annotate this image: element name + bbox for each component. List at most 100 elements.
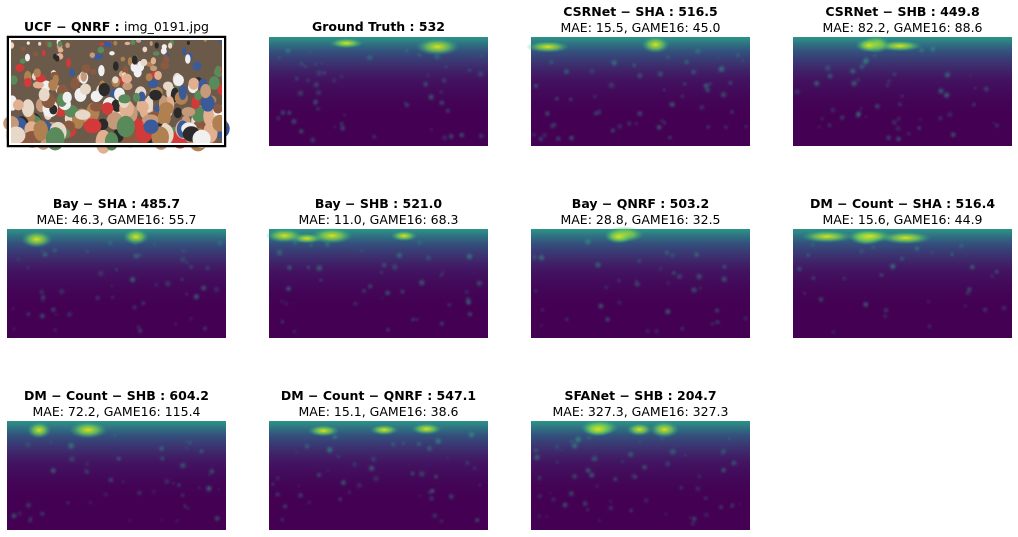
crowd-spot: [89, 52, 96, 59]
crowd-spot: [173, 74, 184, 86]
density-spot: [159, 455, 166, 462]
density-spot: [477, 132, 485, 140]
density-spot: [467, 68, 472, 73]
density-spot: [633, 280, 642, 289]
crowd-spot: [69, 68, 75, 77]
density-spot: [537, 253, 546, 262]
crowd-spot: [191, 105, 206, 123]
crowd-spot: [79, 83, 91, 95]
density-spot: [308, 50, 313, 54]
crowd-spot: [116, 115, 135, 138]
density-spot: [729, 505, 733, 509]
crowd-spot: [74, 109, 91, 120]
density-spot: [171, 481, 176, 485]
density-spot: [839, 114, 846, 121]
density-spot: [636, 72, 644, 80]
density-spot: [176, 482, 182, 488]
density-spot: [313, 62, 318, 67]
density-spot: [270, 482, 275, 487]
density-spot: [52, 247, 58, 254]
density-spot: [132, 240, 139, 246]
density-spot: [662, 120, 667, 125]
density-spot: [115, 455, 122, 462]
density-spot: [204, 265, 211, 271]
density-spot: [314, 88, 323, 97]
density-spot: [878, 272, 884, 278]
density-spot: [643, 497, 649, 504]
crowd-spot: [142, 46, 148, 53]
crowd-spot: [192, 61, 202, 71]
density-spot: [982, 85, 990, 93]
density-spot: [186, 506, 191, 511]
crowd-spot: [194, 90, 203, 101]
density-spot: [626, 450, 635, 459]
density-spot: [110, 295, 115, 300]
density-spot: [540, 308, 545, 312]
crowd-spot: [136, 100, 149, 113]
density-spot: [107, 476, 115, 484]
crowd-spot: [33, 68, 41, 78]
density-spot: [810, 242, 815, 247]
density-spot: [292, 329, 297, 334]
photo-frame: [6, 35, 227, 148]
density-spot: [11, 307, 15, 311]
density-spot: [616, 122, 624, 130]
panel-subtitle: MAE: 82.2, GAME16: 88.6: [822, 20, 982, 35]
crowd-spot: [208, 76, 220, 90]
density-spot: [609, 127, 616, 134]
density-spot: [568, 97, 574, 102]
crowd-spot: [90, 102, 103, 112]
crowd-spot: [121, 73, 132, 84]
density-spot: [425, 444, 434, 453]
density-spot: [562, 68, 570, 76]
density-peak: [27, 421, 52, 439]
density-spot: [178, 461, 187, 470]
density-spot: [311, 99, 319, 107]
density-spot: [568, 134, 575, 142]
density-spot: [595, 484, 599, 489]
density-spot: [695, 272, 704, 281]
density-spot: [554, 95, 560, 102]
density-spot: [645, 328, 651, 334]
density-spot: [213, 515, 221, 522]
density-spot: [192, 292, 201, 301]
crowd-spot: [65, 42, 70, 49]
density-spot: [709, 321, 716, 327]
density-spot: [858, 63, 866, 71]
density-peak: [582, 421, 614, 437]
density-spot: [417, 469, 427, 478]
crowd-spot: [41, 49, 46, 57]
crowd-spot: [112, 76, 119, 84]
density-spot: [829, 106, 837, 114]
density-spot: [740, 58, 745, 63]
crowd-spot: [149, 41, 153, 47]
density-peak: [649, 421, 680, 438]
density-spot: [603, 284, 609, 290]
density-spot: [39, 510, 46, 517]
crowd-spot: [21, 99, 35, 118]
density-spot: [337, 497, 343, 502]
density-spot: [309, 136, 317, 144]
density-spot: [286, 110, 293, 116]
crowd-spot: [131, 55, 138, 65]
density-spot: [151, 489, 156, 494]
density-spot: [664, 512, 668, 516]
density-spot: [668, 447, 678, 457]
density-spot: [581, 500, 589, 507]
density-spot: [429, 127, 434, 131]
density-spot: [57, 287, 66, 296]
density-spot: [297, 492, 304, 499]
density-spot: [40, 294, 47, 301]
density-spot: [314, 68, 324, 78]
density-spot: [312, 80, 321, 89]
density-spot: [296, 89, 305, 98]
density-spot: [696, 473, 703, 480]
density-spot: [314, 263, 324, 273]
density-spot: [359, 248, 364, 254]
density-spot: [217, 487, 221, 491]
density-spot: [895, 135, 902, 143]
density-spot: [180, 492, 185, 498]
density-spot: [612, 476, 619, 483]
density-spot: [290, 117, 298, 125]
density-spot: [533, 83, 539, 89]
